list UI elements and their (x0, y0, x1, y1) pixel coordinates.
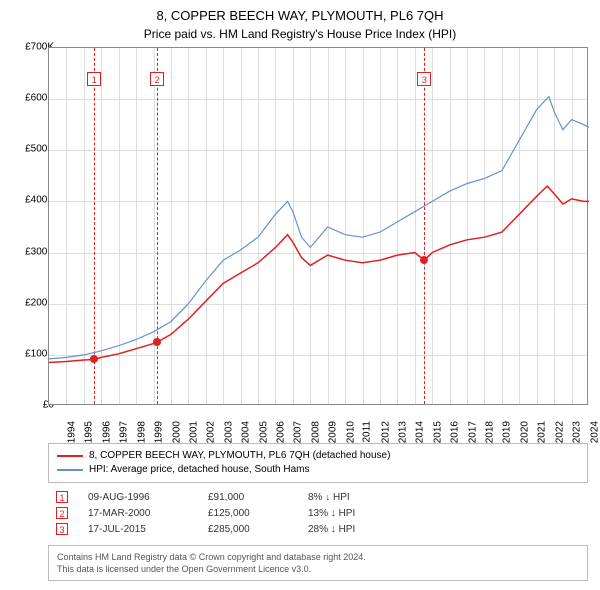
event-row: 2 17-MAR-2000 £125,000 13% ↓ HPI (48, 505, 588, 521)
x-tick-label: 2018 (484, 421, 495, 443)
chart-plot-area: 123 (48, 47, 588, 405)
footer-line-1: Contains HM Land Registry data © Crown c… (57, 551, 579, 563)
x-tick-label: 2008 (310, 421, 321, 443)
legend: 8, COPPER BEECH WAY, PLYMOUTH, PL6 7QH (… (48, 443, 588, 483)
x-tick-label: 2013 (397, 421, 408, 443)
x-tick-label: 2011 (362, 421, 373, 443)
x-tick-label: 2016 (449, 421, 460, 443)
event-diff: 13% ↓ HPI (308, 508, 398, 519)
x-tick-label: 2003 (223, 421, 234, 443)
x-tick-label: 2020 (519, 421, 530, 443)
x-tick-label: 2001 (188, 421, 199, 443)
event-price: £285,000 (208, 524, 288, 535)
event-number-badge: 1 (56, 491, 68, 503)
x-tick-label: 2014 (415, 421, 426, 443)
event-number-badge: 2 (56, 507, 68, 519)
footer-line-2: This data is licensed under the Open Gov… (57, 563, 579, 575)
x-tick-label: 2022 (554, 421, 565, 443)
legend-row: HPI: Average price, detached house, Sout… (57, 463, 579, 477)
legend-label: 8, COPPER BEECH WAY, PLYMOUTH, PL6 7QH (… (89, 449, 390, 463)
x-tick-label: 2023 (571, 421, 582, 443)
legend-swatch (57, 455, 83, 457)
series-line-price_paid (49, 186, 589, 362)
x-axis-labels: 1994199519961997199819992000200120022003… (48, 405, 588, 439)
event-number-badge: 3 (56, 523, 68, 535)
chart-subtitle: Price paid vs. HM Land Registry's House … (0, 23, 600, 47)
legend-label: HPI: Average price, detached house, Sout… (89, 463, 310, 477)
x-tick-label: 1999 (153, 421, 164, 443)
x-tick-label: 2009 (328, 421, 339, 443)
legend-row: 8, COPPER BEECH WAY, PLYMOUTH, PL6 7QH (… (57, 449, 579, 463)
x-tick-label: 2006 (275, 421, 286, 443)
event-date: 17-JUL-2015 (88, 524, 188, 535)
x-tick-label: 2012 (380, 421, 391, 443)
x-tick-label: 2015 (432, 421, 443, 443)
x-tick-label: 2004 (240, 421, 251, 443)
chart-container: 8, COPPER BEECH WAY, PLYMOUTH, PL6 7QH P… (0, 0, 600, 590)
footer-attribution: Contains HM Land Registry data © Crown c… (48, 545, 588, 581)
event-row: 3 17-JUL-2015 £285,000 28% ↓ HPI (48, 521, 588, 537)
x-tick-label: 1998 (136, 421, 147, 443)
event-date: 17-MAR-2000 (88, 508, 188, 519)
event-date: 09-AUG-1996 (88, 492, 188, 503)
x-tick-label: 2007 (293, 421, 304, 443)
series-line-hpi (49, 97, 589, 359)
series-svg (49, 48, 589, 406)
legend-swatch (57, 469, 83, 471)
x-tick-label: 1995 (84, 421, 95, 443)
x-tick-label: 1994 (66, 421, 77, 443)
x-tick-label: 2002 (206, 421, 217, 443)
chart-title-address: 8, COPPER BEECH WAY, PLYMOUTH, PL6 7QH (0, 0, 600, 23)
event-price: £125,000 (208, 508, 288, 519)
x-tick-label: 1996 (101, 421, 112, 443)
x-tick-label: 2005 (258, 421, 269, 443)
event-diff: 8% ↓ HPI (308, 492, 398, 503)
event-diff: 28% ↓ HPI (308, 524, 398, 535)
x-tick-label: 2010 (345, 421, 356, 443)
x-tick-label: 2019 (502, 421, 513, 443)
x-tick-label: 2017 (467, 421, 478, 443)
events-table: 1 09-AUG-1996 £91,000 8% ↓ HPI 2 17-MAR-2000 £… (48, 489, 588, 537)
x-tick-label: 2000 (171, 421, 182, 443)
x-tick-label: 2024 (589, 421, 600, 443)
x-tick-label: 1997 (119, 421, 130, 443)
x-tick-label: 2021 (537, 421, 548, 443)
event-row: 1 09-AUG-1996 £91,000 8% ↓ HPI (48, 489, 588, 505)
event-price: £91,000 (208, 492, 288, 503)
